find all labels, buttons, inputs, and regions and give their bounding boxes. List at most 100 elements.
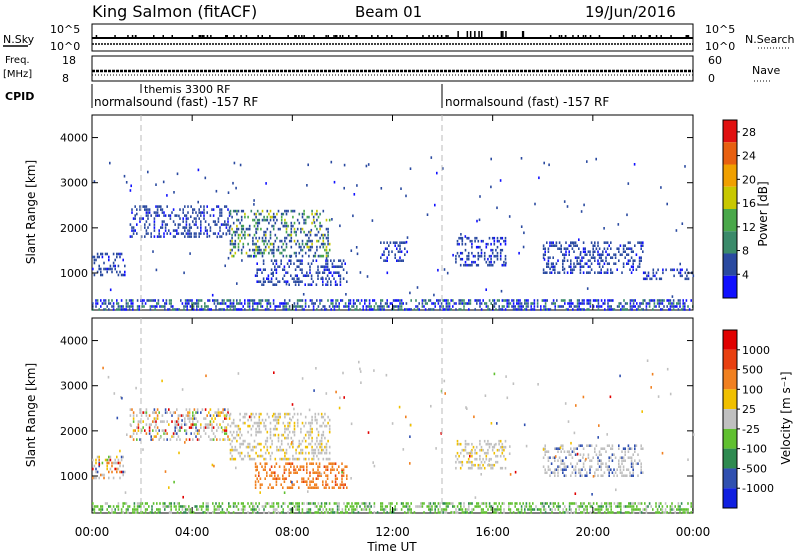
echo-cell [616, 474, 618, 477]
echo-cell [528, 502, 531, 505]
echo-cell [596, 305, 598, 308]
echo-cell [394, 256, 396, 259]
echo-cell [266, 302, 268, 305]
echo-cell [328, 277, 330, 280]
echo-cell [562, 511, 564, 514]
echo-cell [429, 508, 432, 511]
echo-cell [682, 302, 684, 305]
echo-cell [274, 418, 277, 422]
echo-cell [493, 463, 496, 467]
echo-cell [262, 277, 265, 280]
echo-cell [528, 508, 531, 511]
echo-cell [346, 305, 348, 308]
echo-cell [514, 305, 516, 308]
echo-cell [669, 308, 672, 311]
echo-cell [92, 255, 94, 259]
echo-cell [584, 508, 587, 511]
echo-cell [356, 505, 358, 508]
echo-cell [520, 505, 523, 508]
echo-cell [570, 508, 572, 511]
echo-cell [138, 308, 140, 311]
echo-cell [142, 217, 144, 220]
echo-cell [120, 455, 123, 459]
echo-cell [264, 280, 266, 283]
echo-cell [672, 308, 675, 311]
echo-cell [671, 505, 673, 508]
echo-cell [550, 271, 553, 274]
echo-cell [490, 508, 492, 511]
echo-cell [508, 305, 510, 308]
echo-cell [319, 302, 321, 305]
echo-cell [579, 271, 582, 274]
echo-cell [304, 218, 307, 222]
echo-cell [247, 454, 249, 458]
echo-cell [276, 427, 278, 431]
echo-cell [221, 508, 224, 511]
echo-cell [93, 273, 96, 277]
echo-cell [277, 511, 280, 514]
echo-cell [342, 486, 345, 489]
echo-cell [188, 411, 191, 414]
echo-cell [311, 242, 313, 246]
echo-cell [555, 468, 558, 471]
echo-cell [488, 502, 491, 505]
echo-cell [240, 227, 243, 231]
echo-cell [228, 299, 230, 302]
echo-cell [629, 456, 631, 459]
echo-cell [172, 305, 174, 308]
echo-cell [156, 417, 159, 420]
echo-cell [320, 224, 323, 228]
echo-cell [239, 221, 241, 225]
echo-cell [296, 305, 299, 308]
echo-cell [346, 486, 348, 489]
echo-cell [276, 236, 278, 240]
echo-cell [186, 302, 188, 305]
echo-cell [640, 447, 642, 450]
echo-cell [168, 299, 171, 302]
echo-cell [259, 462, 262, 465]
echo-cell [589, 459, 591, 462]
echo-cell [452, 502, 454, 505]
echo-cell [292, 415, 294, 419]
echo-cell [493, 443, 496, 447]
echo-cell [356, 305, 358, 308]
echo-cell [632, 462, 634, 465]
echo-cell [619, 468, 622, 471]
echo-cell [282, 421, 285, 425]
echo-cell [463, 302, 465, 305]
echo-cell [269, 233, 272, 237]
echo-cell [151, 299, 153, 302]
echo-cell [103, 267, 105, 271]
echo-cell [234, 230, 237, 234]
echo-cell [298, 283, 300, 286]
echo-cell [306, 502, 308, 505]
echo-cell [236, 439, 238, 443]
echo-cell [284, 415, 286, 419]
echo-cell [519, 502, 521, 505]
echo-cell [641, 410, 643, 413]
echo-cell [562, 262, 564, 265]
echo-cell [479, 439, 481, 443]
echo-cell [666, 299, 668, 302]
echo-cell [266, 436, 269, 440]
echo-cell [434, 302, 436, 305]
echo-cell [207, 511, 209, 514]
nsky-spike [648, 35, 650, 38]
echo-cell [163, 214, 165, 217]
echo-cell [216, 411, 218, 414]
colorbar-tick-label: 24 [742, 150, 756, 163]
echo-cell [169, 438, 172, 441]
echo-cell [458, 299, 460, 302]
echo-cell [116, 455, 118, 459]
echo-cell [335, 299, 337, 302]
echo-cell [271, 502, 273, 505]
echo-cell [574, 453, 577, 456]
echo-cell [232, 421, 235, 425]
echo-cell [504, 439, 507, 443]
echo-cell [663, 511, 665, 514]
echo-cell [579, 453, 582, 456]
echo-cell [298, 280, 300, 283]
echo-cell [195, 211, 197, 214]
echo-cell [348, 502, 350, 505]
nsky-spike [325, 35, 327, 38]
